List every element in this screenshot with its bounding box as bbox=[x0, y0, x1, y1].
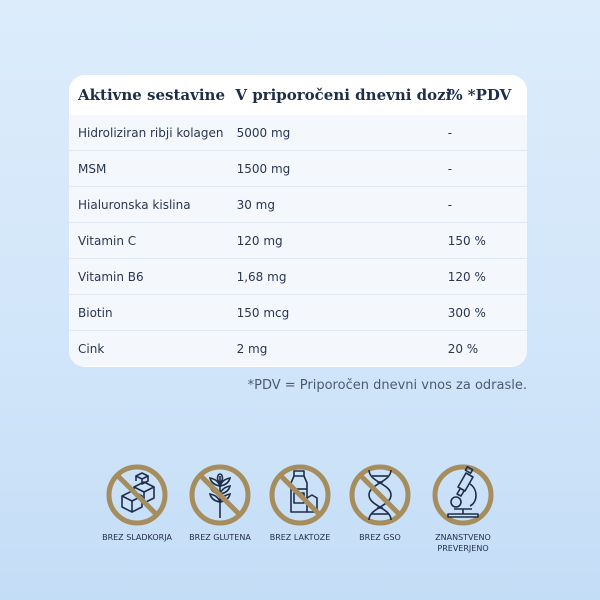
ingredient-dose: 120 mg bbox=[236, 233, 283, 248]
badge-gluten-free: BREZ GLUTENA bbox=[175, 462, 265, 543]
wheat-icon bbox=[189, 464, 251, 526]
badge-row: BREZ SLADKORJA BREZ GLUTENA bbox=[92, 462, 512, 572]
badge-gmo-free: BREZ GSO bbox=[335, 462, 425, 543]
table-row: Hidroliziran ribji kolagen 5000 mg - bbox=[69, 115, 527, 150]
ingredient-pdv: 120 % bbox=[447, 269, 486, 284]
header-ingredient: Aktivne sestavine bbox=[78, 86, 225, 104]
milk-bottle-icon bbox=[269, 464, 331, 526]
ingredient-pdv: - bbox=[447, 197, 453, 212]
ingredient-dose: 1500 mg bbox=[236, 161, 291, 176]
ingredient-dose: 1,68 mg bbox=[236, 269, 287, 284]
ingredient-name: Vitamin B6 bbox=[78, 269, 144, 284]
badge-label-line: PREVERJENO bbox=[437, 544, 489, 553]
ingredient-pdv: 150 % bbox=[447, 233, 486, 248]
badge-label-line: ZNANSTVENO bbox=[435, 533, 491, 542]
ingredient-pdv: 20 % bbox=[447, 341, 479, 356]
ingredient-dose: 30 mg bbox=[236, 197, 275, 212]
table-row: MSM 1500 mg - bbox=[69, 150, 527, 186]
ingredient-name: Biotin bbox=[78, 305, 113, 320]
table-body: Hidroliziran ribji kolagen 5000 mg - MSM… bbox=[69, 115, 527, 366]
ingredient-name: MSM bbox=[78, 161, 107, 176]
table-row: Cink 2 mg 20 % bbox=[69, 330, 527, 366]
ingredient-dose: 150 mcg bbox=[236, 305, 290, 320]
ingredient-name: Cink bbox=[78, 341, 105, 356]
badge-lactose-free: BREZ LAKTOZE bbox=[255, 462, 345, 543]
ingredient-name: Vitamin C bbox=[78, 233, 137, 248]
table-row: Hialuronska kislina 30 mg - bbox=[69, 186, 527, 222]
ingredient-name: Hialuronska kislina bbox=[78, 197, 191, 212]
ingredient-name: Hidroliziran ribji kolagen bbox=[78, 125, 224, 140]
badge-scientifically-verified: ZNANSTVENO PREVERJENO bbox=[418, 462, 508, 554]
dna-icon bbox=[349, 464, 411, 526]
ingredient-dose: 5000 mg bbox=[236, 125, 291, 140]
pdv-footnote: *PDV = Priporočen dnevni vnos za odrasle… bbox=[247, 378, 527, 393]
badge-label: BREZ LAKTOZE bbox=[269, 533, 331, 542]
ingredient-pdv: 300 % bbox=[447, 305, 486, 320]
badge-sugar-free: BREZ SLADKORJA bbox=[92, 462, 182, 543]
table-row: Vitamin B6 1,68 mg 120 % bbox=[69, 258, 527, 294]
sugar-cubes-icon bbox=[106, 464, 168, 526]
badge-label: ZNANSTVENO PREVERJENO bbox=[418, 532, 508, 554]
badge-label: BREZ SLADKORJA bbox=[102, 533, 172, 542]
badge-label: BREZ GLUTENA bbox=[189, 533, 251, 542]
microscope-icon bbox=[432, 464, 494, 526]
table-header: Aktivne sestavine V priporočeni dnevni d… bbox=[69, 75, 527, 115]
table-row: Vitamin C 120 mg 150 % bbox=[69, 222, 527, 258]
ingredient-pdv: - bbox=[447, 125, 453, 140]
ingredient-dose: 2 mg bbox=[236, 341, 268, 356]
ingredients-table: Aktivne sestavine V priporočeni dnevni d… bbox=[69, 75, 527, 367]
table-row: Biotin 150 mcg 300 % bbox=[69, 294, 527, 330]
ingredient-pdv: - bbox=[447, 161, 453, 176]
header-pdv: % *PDV bbox=[448, 86, 512, 104]
badge-label: BREZ GSO bbox=[359, 533, 401, 542]
header-daily-dose: V priporočeni dnevni dozi bbox=[235, 86, 452, 104]
